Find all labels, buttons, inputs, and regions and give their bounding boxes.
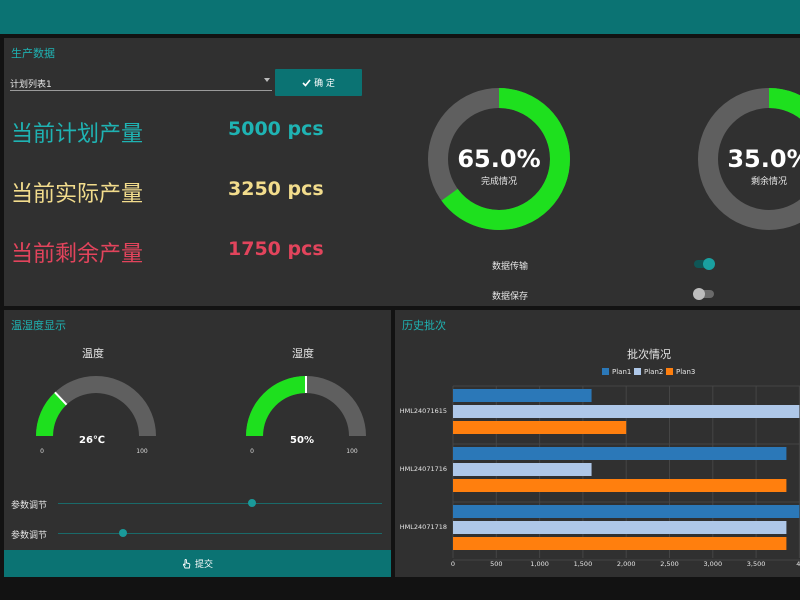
top-bar	[0, 0, 800, 34]
legend-swatch	[634, 368, 641, 375]
legend-swatch	[602, 368, 609, 375]
data-transfer-toggle[interactable]	[694, 258, 715, 270]
bar-plan2	[453, 405, 800, 418]
confirm-button-label: 确 定	[314, 79, 335, 89]
completion-label: 完成情况	[481, 175, 517, 187]
planned-output-value: 5000 pcs	[228, 118, 324, 140]
x-tick-label: 500	[490, 560, 502, 568]
category-label: HML24071718	[400, 523, 447, 531]
gauge-fill	[36, 392, 67, 436]
param-slider-2-label: 参数调节	[11, 531, 48, 541]
param-slider-2[interactable]	[58, 529, 382, 537]
humidity-value: 50%	[290, 435, 314, 446]
donut-progress-arc	[698, 88, 800, 230]
humidity-gauge: 50% 0 100	[246, 376, 366, 455]
hand-pointer-icon	[182, 558, 191, 568]
category-label: HML24071615	[400, 407, 447, 415]
remaining-output-label: 当前剩余产量	[11, 242, 144, 267]
chart-title: 批次情况	[627, 347, 671, 361]
production-panel-title: 生产数据	[11, 47, 55, 60]
actual-output-value: 3250 pcs	[228, 178, 324, 200]
gauge-min-label: 0	[250, 448, 254, 455]
humidity-gauge-title: 湿度	[292, 347, 314, 360]
actual-output-label: 当前实际产量	[11, 182, 144, 207]
history-batch-panel: 历史批次 批次情况 Plan1 Plan2 Plan3 0 500 1,000 1,500 2…	[395, 310, 800, 577]
data-save-toggle[interactable]	[693, 288, 714, 300]
batch-chart: 批次情况 Plan1 Plan2 Plan3 0 500 1,000 1,500 2,000 2…	[400, 347, 800, 568]
x-tick-label: 1,000	[530, 560, 549, 568]
temperature-gauge: 26℃ 0 100	[36, 376, 156, 455]
data-save-label: 数据保存	[492, 292, 529, 302]
submit-button-label: 提交	[194, 560, 213, 570]
temperature-panel-title: 温湿度显示	[11, 319, 66, 332]
check-icon	[302, 78, 311, 87]
remaining-label: 剩余情况	[751, 175, 787, 187]
completion-donut: 65.0% 完成情况	[428, 88, 570, 230]
temperature-humidity-panel: 温湿度显示 温度 湿度 26℃ 0 100 50% 0 100 参数调节 参数调…	[4, 310, 391, 577]
plan-select[interactable]: 计划列表1	[10, 75, 272, 91]
x-tick-label: 3,000	[703, 560, 722, 568]
bar-plan2	[453, 463, 592, 476]
toggle-knob	[703, 258, 715, 270]
legend-label: Plan3	[676, 368, 695, 376]
x-tick-label: 0	[451, 560, 455, 568]
legend-label: Plan1	[612, 368, 631, 376]
remaining-output-value: 1750 pcs	[228, 238, 324, 260]
gauge-fill	[246, 376, 306, 436]
planned-output-label: 当前计划产量	[11, 122, 144, 147]
production-panel: 生产数据 计划列表1 确 定 当前计划产量 5000 pcs 当前实际产量 32…	[4, 38, 800, 306]
remaining-donut: 35.0% 剩余情况	[698, 88, 800, 230]
legend-swatch	[666, 368, 673, 375]
confirm-button[interactable]: 确 定	[275, 69, 362, 96]
x-tick-label: 2,000	[617, 560, 636, 568]
bar-plan3	[453, 479, 787, 492]
bar-plan1	[453, 447, 787, 460]
x-tick-label: 1,500	[574, 560, 593, 568]
donut-progress-arc	[428, 88, 570, 230]
data-transfer-label: 数据传输	[492, 262, 529, 272]
chevron-down-icon	[264, 78, 270, 82]
x-tick-label: 2,500	[660, 560, 679, 568]
gauge-track	[36, 376, 156, 436]
x-tick-label: 3,500	[747, 560, 766, 568]
category-label: HML24071716	[400, 465, 447, 473]
bar-plan1	[453, 505, 800, 518]
submit-button[interactable]: 提交	[4, 550, 391, 577]
bar-plan3	[453, 421, 627, 434]
remaining-percent: 35.0%	[727, 145, 800, 173]
plan-select-value: 计划列表1	[10, 80, 52, 90]
bar-plan3	[453, 537, 787, 550]
legend-label: Plan2	[644, 368, 663, 376]
completion-percent: 65.0%	[457, 145, 540, 173]
toggle-knob	[693, 288, 705, 300]
temperature-value: 26℃	[79, 435, 105, 446]
gauge-max-label: 100	[346, 448, 358, 455]
bar-plan1	[453, 389, 592, 402]
history-panel-title: 历史批次	[402, 319, 446, 332]
gauge-max-label: 100	[136, 448, 148, 455]
param-slider-1-label: 参数调节	[11, 501, 48, 511]
gauge-needle	[54, 391, 68, 406]
param-slider-1[interactable]	[58, 499, 382, 507]
gauge-min-label: 0	[40, 448, 44, 455]
x-tick-label: 4,	[796, 560, 800, 568]
bar-plan2	[453, 521, 787, 534]
temperature-gauge-title: 温度	[82, 347, 104, 360]
slider-thumb[interactable]	[248, 499, 257, 507]
slider-thumb[interactable]	[118, 529, 127, 537]
